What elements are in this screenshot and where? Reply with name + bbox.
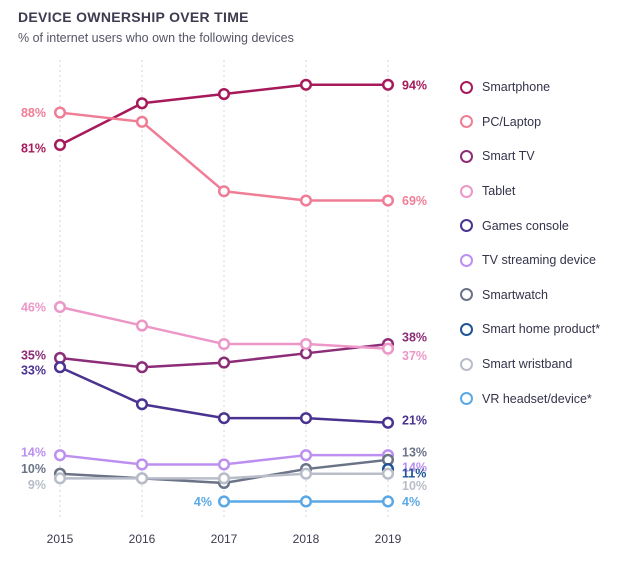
x-tick-label: 2016	[129, 532, 156, 546]
data-point-games-console	[299, 412, 313, 425]
data-point-tablet	[135, 319, 149, 332]
end-label-smartwatch: 13%	[402, 445, 427, 459]
legend-item-smart-wristband: Smart wristband	[460, 347, 600, 382]
legend-label: VR headset/device*	[482, 391, 592, 406]
legend-label: Smart home product*	[482, 322, 601, 337]
data-point-smartphone	[135, 97, 149, 110]
legend-label: Tablet	[482, 184, 516, 199]
end-label-vr-headset-device: 4%	[402, 495, 420, 509]
data-point-tv-streaming-device	[299, 449, 313, 462]
legend-label: Games console	[482, 218, 569, 233]
data-point-smart-wristband	[135, 472, 149, 485]
start-label-games-console: 33%	[21, 364, 46, 378]
start-label-vr-headset-device: 4%	[194, 495, 212, 509]
chart-subtitle: % of internet users who own the followin…	[18, 31, 294, 45]
end-label-tablet: 37%	[402, 349, 427, 363]
data-point-vr-headset-device	[381, 495, 395, 508]
start-label-smartwatch: 10%	[21, 462, 46, 476]
data-point-smartphone	[299, 78, 313, 91]
data-point-pc-laptop	[381, 194, 395, 207]
legend-item-pc-laptop: PC/Laptop	[460, 105, 600, 140]
start-label-smart-tv: 35%	[21, 348, 46, 362]
data-point-tablet	[381, 342, 395, 355]
start-label-smartphone: 81%	[21, 141, 46, 155]
end-label-tv-streaming-device: 14%	[402, 461, 427, 475]
chart-title: DEVICE OWNERSHIP OVER TIME	[18, 9, 249, 25]
legend-marker-icon	[460, 115, 473, 129]
end-label-games-console: 21%	[402, 413, 427, 427]
data-point-smart-tv	[135, 361, 149, 374]
legend-marker-icon	[460, 253, 473, 267]
data-point-games-console	[135, 398, 149, 411]
data-point-tv-streaming-device	[53, 449, 67, 462]
end-label-smart-wristband: 10%	[402, 479, 427, 493]
data-point-games-console	[381, 416, 395, 429]
legend-label: Smart wristband	[482, 357, 573, 372]
start-label-tablet: 46%	[21, 301, 46, 315]
legend-item-smartphone: Smartphone	[460, 70, 600, 105]
legend-marker-icon	[460, 219, 473, 233]
end-label-smart-home-product: 11%	[402, 467, 426, 481]
x-tick-label: 2017	[211, 532, 238, 546]
data-point-smart-tv	[217, 356, 231, 369]
legend-item-smartwatch: Smartwatch	[460, 278, 600, 313]
legend-label: PC/Laptop	[482, 114, 542, 129]
data-point-vr-headset-device	[217, 495, 231, 508]
legend-marker-icon	[460, 357, 473, 371]
data-point-tablet	[217, 338, 231, 351]
start-label-pc-laptop: 88%	[21, 106, 46, 120]
legend-label: TV streaming device	[482, 253, 596, 268]
legend-marker-icon	[460, 392, 473, 406]
data-point-pc-laptop	[217, 185, 231, 198]
end-label-smartphone: 94%	[402, 78, 427, 92]
start-label-smart-wristband: 9%	[28, 478, 46, 492]
legend-label: Smartwatch	[482, 287, 548, 302]
end-label-smart-tv: 38%	[402, 331, 427, 345]
legend-item-tablet: Tablet	[460, 174, 600, 209]
data-point-tv-streaming-device	[217, 458, 231, 471]
data-point-tv-streaming-device	[135, 458, 149, 471]
legend-label: Smartphone	[482, 80, 551, 95]
legend-item-smart-tv: Smart TV	[460, 139, 600, 174]
legend-marker-icon	[460, 184, 473, 198]
data-point-smart-wristband	[53, 472, 67, 485]
data-point-smartphone	[53, 138, 67, 152]
legend-label: Smart TV	[482, 149, 535, 164]
x-tick-label: 2018	[293, 532, 320, 546]
start-label-tv-streaming-device: 14%	[21, 446, 46, 460]
data-point-pc-laptop	[299, 194, 313, 207]
legend-marker-icon	[460, 288, 473, 302]
data-point-games-console	[53, 361, 67, 374]
legend-item-tv-streaming-device: TV streaming device	[460, 243, 600, 278]
data-point-tablet	[299, 338, 313, 351]
x-tick-label: 2019	[375, 532, 402, 546]
legend-item-games-console: Games console	[460, 208, 600, 243]
data-point-smartphone	[217, 87, 231, 101]
data-point-pc-laptop	[53, 106, 67, 119]
data-point-games-console	[217, 412, 231, 425]
data-point-smart-wristband	[299, 467, 313, 480]
data-point-smartphone	[381, 78, 395, 91]
data-point-tablet	[53, 300, 67, 314]
legend-marker-icon	[460, 149, 473, 163]
data-point-smart-wristband	[381, 467, 395, 480]
data-point-smart-wristband	[217, 472, 231, 485]
x-tick-label: 2015	[47, 532, 74, 546]
legend-marker-icon	[460, 322, 473, 336]
data-point-vr-headset-device	[299, 495, 313, 508]
legend-item-vr-headset-device: VR headset/device*	[460, 381, 600, 416]
legend-marker-icon	[460, 80, 473, 94]
data-point-pc-laptop	[135, 115, 149, 128]
legend-item-smart-home-product: Smart home product*	[460, 312, 600, 347]
end-label-pc-laptop: 69%	[402, 194, 427, 208]
chart-legend: Smartphone PC/Laptop Smart TV Tablet Games c…	[460, 70, 600, 416]
